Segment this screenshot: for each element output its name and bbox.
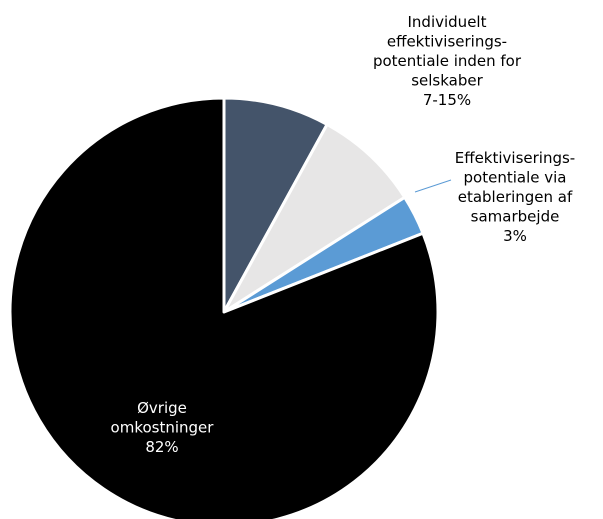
slice-label-line: potentiale inden for xyxy=(373,52,522,70)
pie-slice-3 xyxy=(8,96,440,519)
slice-label-line: potentiale via xyxy=(464,169,567,187)
slice-label-line: selskaber xyxy=(411,72,483,90)
slice-value-2: 3% xyxy=(503,227,527,245)
leader-line-2 xyxy=(414,179,452,193)
slice-label-line: Øvrige xyxy=(137,399,187,417)
slice-label-line: Effektiviserings- xyxy=(455,149,575,167)
slice-label-line: etableringen af xyxy=(458,188,573,206)
slice-value-3: 82% xyxy=(145,438,178,456)
leader-lines xyxy=(414,179,452,193)
pie-slice-0 xyxy=(222,96,329,314)
pie-slice-1 xyxy=(222,122,407,314)
slice-label-line: effektiviserings- xyxy=(387,33,507,51)
slice-label-3: Øvrige omkostninger 82% xyxy=(111,399,215,456)
pie-slices xyxy=(8,96,440,519)
slice-label-line: Individuelt xyxy=(408,13,487,31)
slice-labels: Individuelt effektiviserings-potentiale i… xyxy=(111,13,576,456)
slice-label-line: samarbejde xyxy=(471,208,560,226)
slice-label-line: omkostninger xyxy=(111,419,215,437)
slice-label-0: Individuelt effektiviserings-potentiale i… xyxy=(373,13,522,109)
slice-value-0: 7-15% xyxy=(423,91,471,109)
slice-label-2: Effektiviserings-potentiale via etablerin… xyxy=(455,149,575,245)
